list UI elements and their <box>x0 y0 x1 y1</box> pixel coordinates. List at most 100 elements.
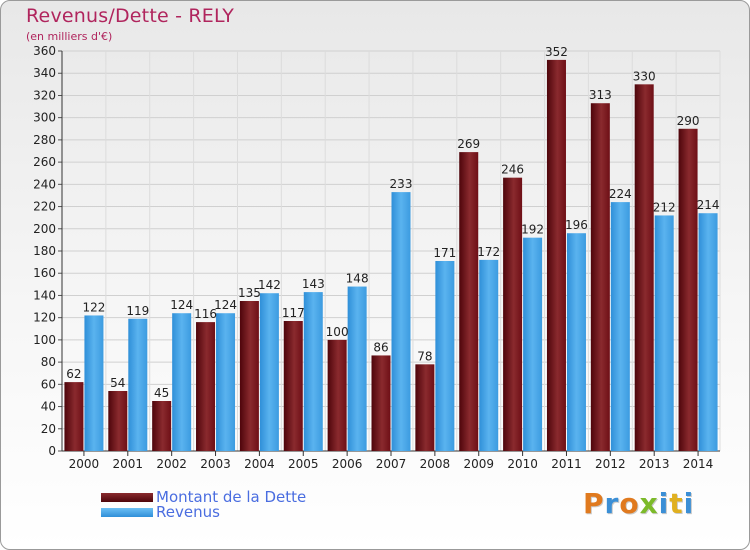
value-label-dette: 62 <box>66 367 81 381</box>
bar-revenus <box>259 293 279 451</box>
logo-letter: x <box>639 487 659 520</box>
y-tick-label: 80 <box>41 355 56 369</box>
bar-dette <box>503 177 523 451</box>
bar-revenus <box>435 261 455 451</box>
bar-revenus <box>566 233 586 451</box>
value-label-dette: 117 <box>282 306 305 320</box>
x-tick-label: 2009 <box>463 457 494 471</box>
bar-revenus <box>523 237 543 451</box>
bar-dette <box>327 339 347 451</box>
x-tick-label: 2006 <box>332 457 363 471</box>
value-label-dette: 116 <box>194 307 217 321</box>
bar-revenus <box>479 259 499 451</box>
logo-letter: i <box>683 487 695 520</box>
value-label-revenus: 214 <box>697 198 720 212</box>
value-label-dette: 45 <box>154 386 169 400</box>
bar-revenus <box>698 213 718 451</box>
value-label-revenus: 192 <box>521 223 544 237</box>
value-label-revenus: 148 <box>346 272 369 286</box>
bar-revenus <box>128 318 148 451</box>
bar-revenus <box>84 315 104 451</box>
gridlines <box>61 50 721 452</box>
value-label-dette: 86 <box>373 340 388 354</box>
bar-dette <box>459 152 479 451</box>
y-tick-label: 140 <box>33 288 56 302</box>
chart-subtitle: (en milliers d'€) <box>26 30 113 43</box>
x-tick-label: 2014 <box>683 457 714 471</box>
value-label-revenus: 124 <box>170 298 193 312</box>
x-tick-label: 2011 <box>551 457 582 471</box>
y-tick-label: 180 <box>33 244 56 258</box>
value-label-revenus: 142 <box>258 278 281 292</box>
value-label-revenus: 122 <box>82 300 105 314</box>
y-tick-label: 0 <box>48 444 56 458</box>
y-tick-label: 280 <box>33 133 56 147</box>
y-tick-label: 120 <box>33 311 56 325</box>
y-tick-label: 340 <box>33 66 56 80</box>
bar-revenus <box>347 286 367 451</box>
value-label-revenus: 171 <box>433 246 456 260</box>
bar-dette <box>590 103 610 451</box>
x-tick-label: 2010 <box>507 457 538 471</box>
x-tick-label: 2003 <box>200 457 231 471</box>
proxiti-logo: Proxiti <box>583 487 694 520</box>
y-tick-label: 20 <box>41 422 56 436</box>
bar-dette <box>546 59 566 452</box>
logo-letter: i <box>658 487 670 520</box>
x-tick-label: 2002 <box>156 457 187 471</box>
y-tick-label: 260 <box>33 155 56 169</box>
axes: 0 20 40 60 80 100 120 140 160 180 200 220 240 260 280 3… <box>33 44 720 471</box>
x-tick-label: 2008 <box>420 457 451 471</box>
bar-dette <box>108 391 128 451</box>
bar-dette <box>415 364 435 451</box>
y-tick-label: 360 <box>33 44 56 58</box>
x-tick-label: 2005 <box>288 457 319 471</box>
x-tick-label: 2004 <box>244 457 275 471</box>
y-tick-label: 40 <box>41 400 56 414</box>
value-label-revenus: 143 <box>302 277 325 291</box>
logo-letter: P <box>583 487 605 520</box>
value-label-dette: 135 <box>238 286 261 300</box>
value-label-dette: 352 <box>545 45 568 59</box>
bars <box>64 59 718 452</box>
value-label-revenus: 224 <box>609 187 632 201</box>
value-label-revenus: 172 <box>477 245 500 259</box>
bar-revenus <box>610 202 630 451</box>
y-tick-label: 200 <box>33 222 56 236</box>
legend-swatch-revenus <box>101 508 153 517</box>
y-tick-label: 300 <box>33 111 56 125</box>
value-label-revenus: 119 <box>126 304 149 318</box>
x-tick-label: 2000 <box>69 457 100 471</box>
bar-dette <box>678 128 698 451</box>
bar-dette <box>64 382 84 451</box>
chart-title: Revenus/Dette - RELY <box>26 5 235 27</box>
value-label-revenus: 212 <box>653 200 676 214</box>
bar-dette <box>239 301 259 451</box>
value-label-dette: 78 <box>417 349 432 363</box>
bar-dette <box>634 84 654 451</box>
legend-label-revenus: Revenus <box>156 503 220 521</box>
bar-dette <box>196 322 216 451</box>
bar-dette <box>152 401 172 451</box>
y-tick-label: 160 <box>33 266 56 280</box>
value-label-revenus: 233 <box>390 177 413 191</box>
x-tick-label: 2013 <box>639 457 670 471</box>
x-tick-label: 2007 <box>376 457 407 471</box>
bar-revenus <box>303 292 323 451</box>
y-tick-label: 60 <box>41 377 56 391</box>
y-tick-label: 320 <box>33 88 56 102</box>
bar-revenus <box>654 215 674 451</box>
value-label-dette: 269 <box>457 137 480 151</box>
x-tick-label: 2012 <box>595 457 626 471</box>
value-label-dette: 290 <box>677 114 700 128</box>
bar-dette <box>283 321 303 451</box>
value-labels: 6212254119451241161241351421171431001488… <box>66 45 719 400</box>
value-label-dette: 330 <box>633 69 656 83</box>
legend-label-dette: Montant de la Dette <box>156 488 307 506</box>
x-tick-label: 2001 <box>113 457 144 471</box>
y-tick-label: 240 <box>33 177 56 191</box>
logo-letter: o <box>619 487 640 520</box>
logo-letter: t <box>669 487 684 520</box>
